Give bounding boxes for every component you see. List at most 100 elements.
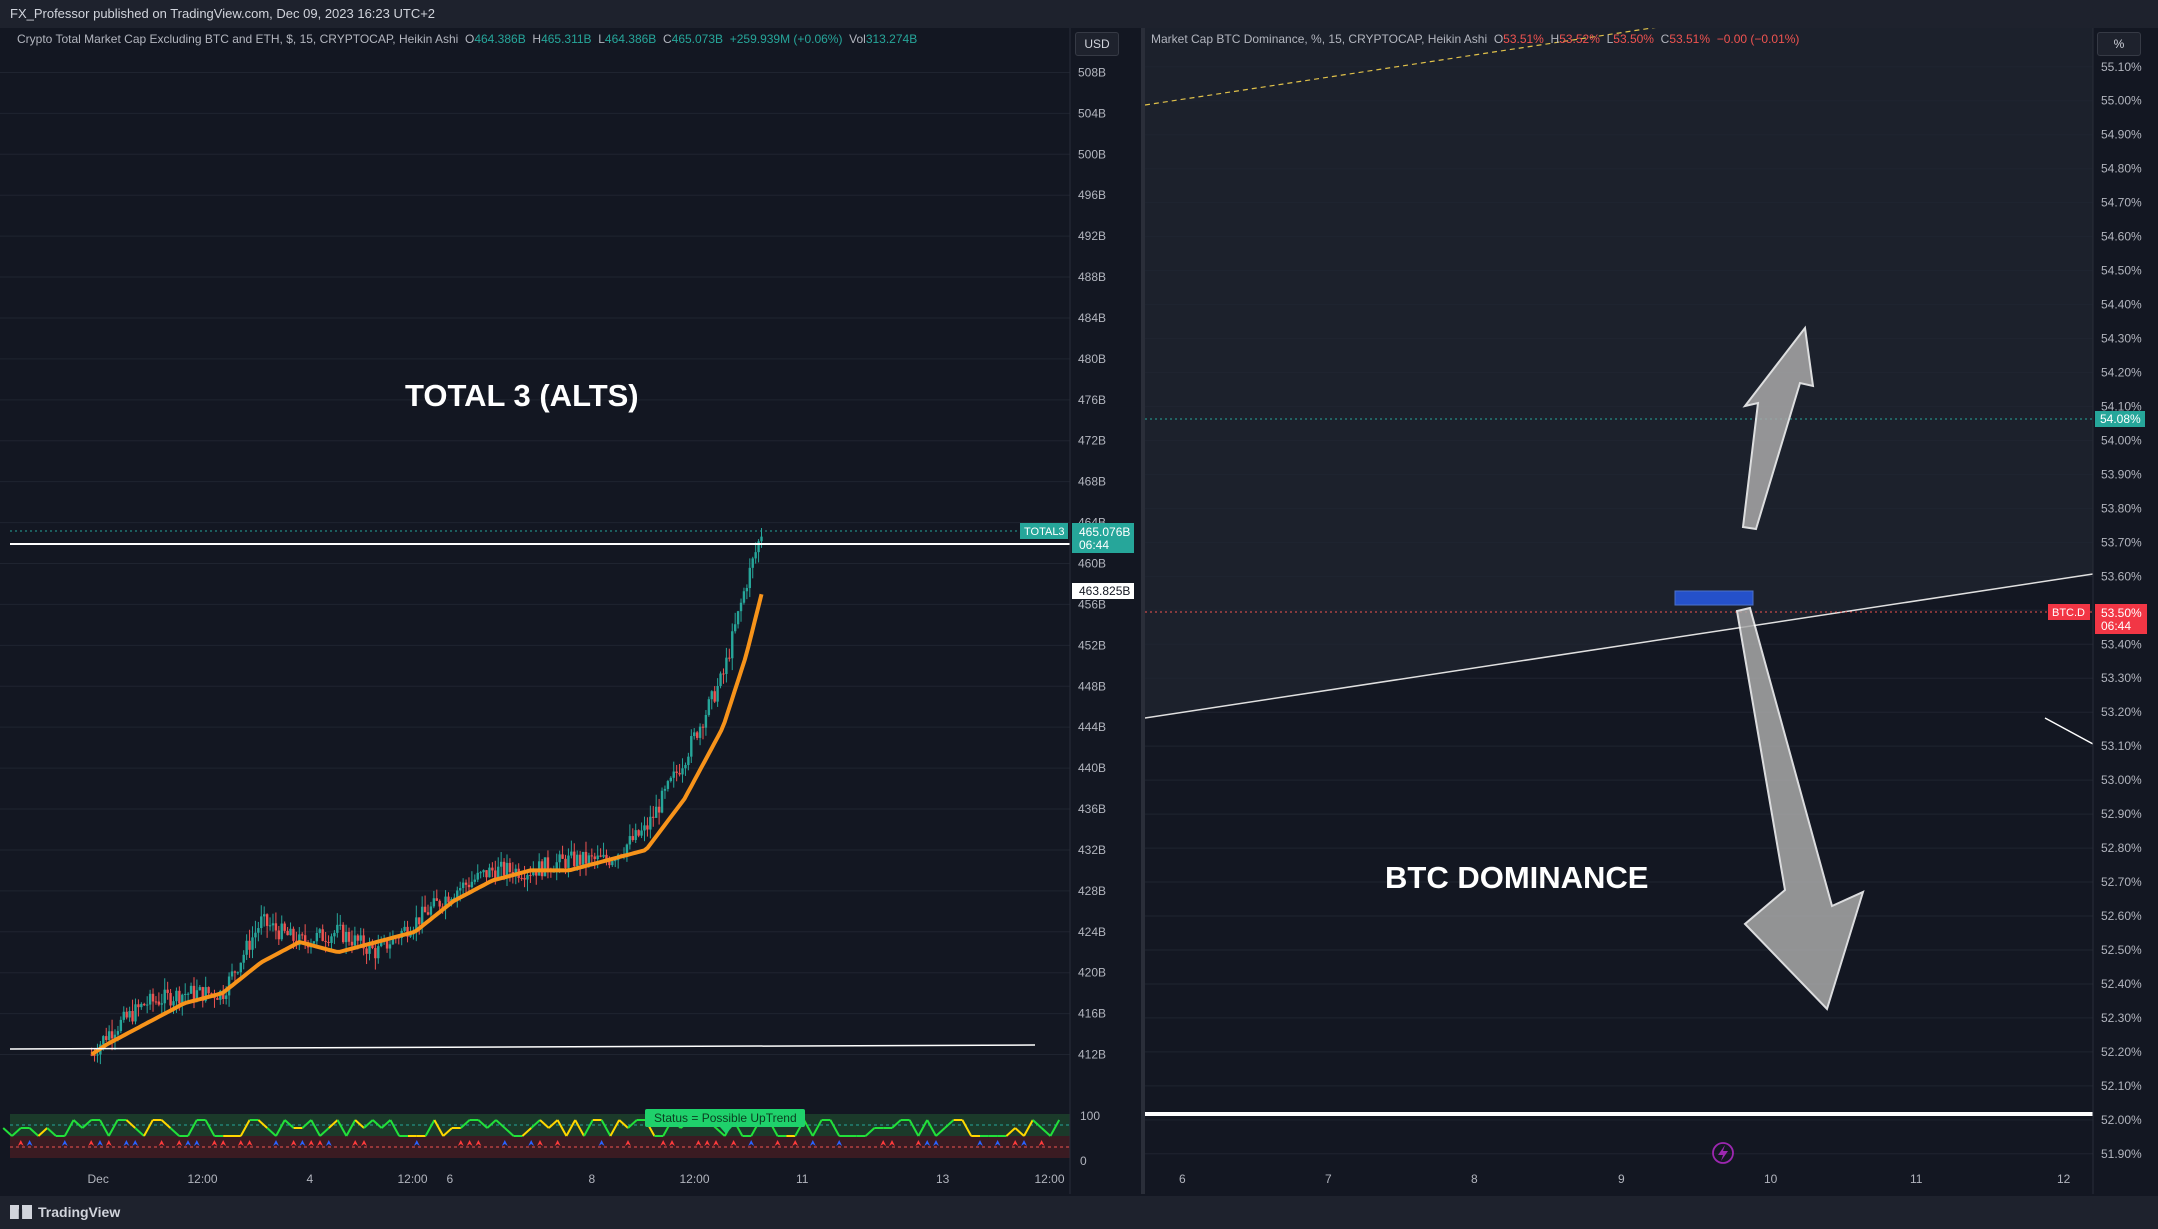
indicator-step-line — [37, 1127, 48, 1137]
currency-button[interactable]: USD — [1075, 32, 1119, 56]
time-axis-label: 6 — [447, 1172, 454, 1186]
btcd-blue-zone[interactable] — [1674, 590, 1754, 606]
time-axis-label: 11 — [796, 1172, 809, 1186]
candle-body — [754, 552, 757, 559]
candle-body — [110, 1031, 114, 1039]
indicator-step-line — [239, 1119, 251, 1137]
right-price-axis[interactable]: 55.10% 55.00% 54.90% 54.80% 54.70% 54.60% 54.5… — [2101, 60, 2142, 1161]
signal-arrow-icon — [361, 1140, 367, 1146]
price-axis-label: 496B — [1078, 188, 1106, 202]
indicator-pane[interactable]: Status = Possible UpTrend — [2, 1109, 1070, 1158]
indicator-step-line — [442, 1127, 453, 1137]
legend-vol-label: Vol — [849, 32, 866, 46]
legend-volume: 313.274B — [865, 32, 918, 46]
time-axis-label: 12 — [2057, 1172, 2071, 1186]
price-axis-label: 54.50% — [2101, 264, 2142, 278]
candle-body — [546, 857, 550, 871]
candle-body — [649, 816, 652, 830]
total3-chart-panel[interactable]: TOTAL 3 (ALTS) Status = Possible UpTrend… — [0, 28, 1145, 1194]
indicator-step-line — [609, 1119, 621, 1137]
indicator-step-line — [618, 1119, 629, 1129]
signal-arrow-icon — [273, 1140, 279, 1146]
legend-h-label: H — [532, 32, 542, 46]
candle-body — [239, 962, 242, 973]
legend-high: 465.311B — [541, 32, 592, 46]
lightning-icon[interactable] — [1712, 1142, 1734, 1164]
candle-body — [195, 990, 199, 1000]
candle-body — [157, 1001, 161, 1005]
left-price-axis[interactable]: 508B 504B 500B 496B 492B 488B 484B 480B 476B 472B… — [1078, 65, 1106, 1061]
candle-body — [420, 906, 424, 925]
left-support-line[interactable] — [9, 1044, 1036, 1050]
candle-body — [584, 851, 588, 864]
total3-countdown-text: 06:44 — [1079, 538, 1109, 552]
btcd-legend-l-label: L — [1606, 32, 1614, 46]
candle-body — [172, 1001, 175, 1006]
time-axis-label: 7 — [1325, 1172, 1332, 1186]
candle-body — [210, 993, 213, 995]
candle-body — [458, 888, 462, 891]
signal-arrow-icon — [325, 1140, 332, 1146]
right-time-axis[interactable]: 6 7 8 9 10 11 12 — [1179, 1172, 2071, 1186]
candle-body — [192, 985, 196, 1000]
price-axis-label: 54.40% — [2101, 298, 2142, 312]
btcd-countdown-text: 06:44 — [2101, 619, 2131, 633]
candle-body — [222, 990, 225, 999]
candle-body — [169, 992, 172, 1006]
total3-chart-svg[interactable]: TOTAL 3 (ALTS) Status = Possible UpTrend… — [0, 28, 1141, 1194]
btcd-small-line[interactable] — [2044, 717, 2094, 745]
indicator-step-line — [803, 1119, 814, 1137]
signal-arrow-icon — [97, 1140, 103, 1146]
signal-arrow-icon — [924, 1140, 931, 1146]
btcd-chart-panel[interactable]: BTC DOMINANCE 55.10% 55.00% 54.90% 54.80% 54… — [1145, 28, 2158, 1194]
btcd-green-level-text: 54.08% — [2100, 412, 2141, 426]
indicator-step-line — [829, 1119, 841, 1137]
signal-arrow-icon — [299, 1140, 306, 1146]
indicator-step-line — [63, 1119, 75, 1137]
candle-body — [125, 1011, 128, 1018]
candle-body — [441, 906, 444, 908]
price-axis-label: 436B — [1078, 802, 1106, 816]
btcd-chart-svg[interactable]: BTC DOMINANCE 55.10% 55.00% 54.90% 54.80% 54… — [1145, 28, 2158, 1194]
candle-body — [341, 924, 345, 943]
indicator-step-line — [204, 1119, 216, 1137]
left-time-axis[interactable]: Dec 12:00 4 12:00 6 8 12:00 11 13 12:00 — [88, 1172, 1065, 1186]
price-axis-label: 452B — [1078, 638, 1106, 652]
candle-body — [695, 732, 699, 738]
candle-body — [654, 806, 658, 818]
btcd-dashed-trendline[interactable] — [1145, 28, 1665, 106]
tradingview-logo-icon — [10, 1205, 32, 1219]
candle-body — [461, 882, 465, 889]
btcd-price-text: 53.50% — [2101, 606, 2142, 620]
time-axis-label: 8 — [1471, 1172, 1478, 1186]
indicator-step-line — [301, 1119, 312, 1129]
indicator-axis-100: 100 — [1080, 1109, 1100, 1123]
candle-body — [722, 673, 725, 675]
btcd-rising-trendline[interactable] — [1145, 573, 2094, 719]
unit-button[interactable]: % — [2097, 32, 2141, 56]
price-axis-label: 51.90% — [2101, 1147, 2142, 1161]
status-badge — [645, 1109, 805, 1127]
candle-body — [265, 914, 269, 926]
time-axis-label: 12:00 — [188, 1172, 218, 1186]
btcd-legend-o-label: O — [1493, 32, 1504, 46]
price-axis-label: 468B — [1078, 475, 1106, 489]
candle-body — [438, 900, 441, 907]
signal-arrow-icon — [528, 1140, 535, 1146]
price-axis-label: 448B — [1078, 679, 1106, 693]
indicator-step-line — [917, 1119, 929, 1137]
time-axis-label: 12:00 — [1035, 1172, 1065, 1186]
candle-body — [578, 854, 582, 865]
candle-body — [745, 588, 749, 592]
tradingview-logo[interactable]: TradingView — [10, 1204, 120, 1220]
price-axis-label: 52.50% — [2101, 943, 2142, 957]
candle-body — [365, 948, 368, 954]
signal-arrow-icon — [501, 1140, 508, 1146]
candle-body — [230, 971, 234, 977]
indicator-step-line — [1049, 1119, 1061, 1137]
price-axis-label: 508B — [1078, 65, 1106, 79]
signal-arrow-icon — [290, 1140, 297, 1146]
candle-body — [757, 541, 760, 553]
left-grid — [0, 71, 1070, 1056]
candle-body — [675, 771, 678, 773]
